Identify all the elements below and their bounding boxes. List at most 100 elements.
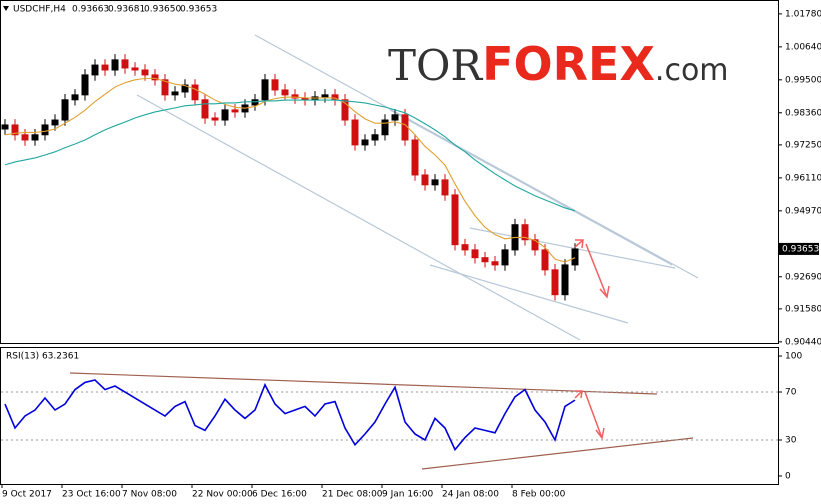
series-line xyxy=(4,379,576,452)
x-tick-label: 22 Nov 00:00 xyxy=(192,490,253,500)
x-tick-label: 9 Jan 16:00 xyxy=(382,490,434,500)
y-tick-label: 0.99500 xyxy=(785,75,821,85)
candle-body xyxy=(161,79,169,96)
candle-body xyxy=(321,94,329,98)
x-tick-label: 6 Dec 16:00 xyxy=(252,490,307,500)
arrows xyxy=(574,239,610,440)
candle-body xyxy=(381,119,389,136)
trend-lines xyxy=(69,34,699,470)
forecast-arrow xyxy=(574,390,583,399)
candle-body xyxy=(131,67,139,71)
candle-body xyxy=(341,99,349,121)
menu-icon xyxy=(3,6,9,11)
candle-body xyxy=(481,257,489,263)
last-price-box xyxy=(779,242,819,255)
candle-body xyxy=(141,69,149,76)
y-tick-label: 0.94970 xyxy=(785,206,821,216)
x-tick-label: 7 Nov 08:00 xyxy=(122,490,177,500)
candle-body xyxy=(441,179,449,196)
candle-body xyxy=(461,244,469,251)
y-tick-label: 70 xyxy=(785,388,797,398)
channel-line xyxy=(469,227,676,269)
rsi-trend-line xyxy=(69,372,658,395)
candle-body xyxy=(541,249,549,271)
candle-body xyxy=(181,84,189,93)
x-tick-label: 24 Jan 08:00 xyxy=(442,490,499,500)
candle-body xyxy=(391,114,399,121)
watermark-text: TORFOREX.com xyxy=(388,37,729,91)
candle-body xyxy=(501,249,509,266)
series-line xyxy=(4,77,576,263)
candle-body xyxy=(171,91,179,96)
candle-body xyxy=(231,109,239,113)
channel-line xyxy=(136,94,581,341)
watermark-suffix: .com xyxy=(655,53,729,88)
candle-body xyxy=(41,124,49,136)
candle-body xyxy=(251,99,259,106)
candle-body xyxy=(211,117,219,121)
candle-body xyxy=(21,134,29,141)
rsi-title: RSI(13) 63.2361 xyxy=(6,352,79,362)
header-value: 0.93653 xyxy=(180,5,217,15)
candle-body xyxy=(101,64,109,71)
candle-body xyxy=(271,79,279,91)
header-value: 0.93650 xyxy=(144,5,181,15)
candle-body xyxy=(281,89,289,96)
y-tick-label: 30 xyxy=(785,435,797,445)
y-tick-label: 0.91580 xyxy=(785,304,821,314)
candle-body xyxy=(431,179,439,186)
header-value: 0.93681 xyxy=(108,5,145,15)
y-tick-label: 0.90440 xyxy=(785,337,821,347)
candle-body xyxy=(371,134,379,141)
candle-body xyxy=(361,139,369,146)
watermark-brand: FOREX xyxy=(482,37,655,91)
price-panel-frame xyxy=(0,0,779,344)
symbol-title: USDCHF,H4 xyxy=(13,5,66,15)
candle-body xyxy=(261,79,269,101)
x-tick-label: 9 Oct 2017 xyxy=(2,490,52,500)
candle-body xyxy=(221,109,229,121)
candle-body xyxy=(291,94,299,99)
rsi-trend-line xyxy=(421,437,694,470)
x-tick-label: 21 Dec 08:00 xyxy=(322,490,383,500)
candle-body xyxy=(31,134,39,141)
candle-body xyxy=(451,194,459,246)
x-tick-label: 23 Oct 16:00 xyxy=(62,490,121,500)
watermark-prefix: TOR xyxy=(388,41,483,90)
y-tick-label: 0.96110 xyxy=(785,173,821,183)
x-tick-label: 8 Feb 00:00 xyxy=(512,490,566,500)
y-tick-label: 0.98360 xyxy=(785,108,821,118)
forecast-arrow xyxy=(584,391,605,440)
candle-body xyxy=(351,119,359,146)
y-tick-label: 1.00640 xyxy=(785,42,821,52)
candle-body xyxy=(411,139,419,176)
forecast-arrow xyxy=(585,243,610,299)
candle-body xyxy=(571,248,579,266)
rsi-panel-frame xyxy=(0,347,779,485)
candle-body xyxy=(51,119,59,126)
candle-body xyxy=(111,59,119,71)
candle-body xyxy=(561,264,569,296)
channel-line xyxy=(389,109,673,266)
y-tick-label: 0.92690 xyxy=(785,272,821,282)
candle-body xyxy=(81,74,89,96)
channel-line xyxy=(429,264,629,324)
candle-body xyxy=(61,99,69,121)
candle-body xyxy=(121,59,129,69)
candle-body xyxy=(551,269,559,296)
candle-body xyxy=(521,224,529,241)
y-tick-label: 0 xyxy=(785,471,791,481)
y-tick-label: 1.01780 xyxy=(785,9,821,19)
candle-body xyxy=(91,64,99,76)
candle-body xyxy=(71,94,79,101)
candle-body xyxy=(421,174,429,186)
y-tick-label: 0.97250 xyxy=(785,140,821,150)
candle-body xyxy=(191,84,199,101)
candle-body xyxy=(11,124,19,136)
channel-line xyxy=(254,34,699,279)
series-line xyxy=(4,99,576,212)
candle-body xyxy=(491,261,499,266)
